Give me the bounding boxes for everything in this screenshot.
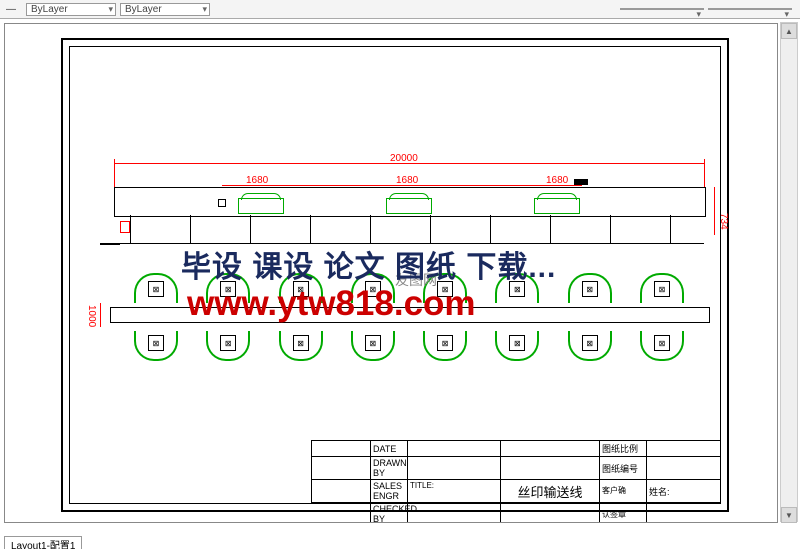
dim-pitch-line: [222, 185, 582, 186]
layer-combo[interactable]: ByLayer: [26, 3, 116, 16]
right-combo-1[interactable]: [620, 8, 704, 10]
leg: [310, 215, 311, 243]
scroll-up-arrow[interactable]: ▲: [781, 23, 797, 39]
vertical-scrollbar[interactable]: ▲ ▼: [780, 22, 798, 522]
dim-left-text: 1000: [86, 305, 97, 327]
style-combo[interactable]: ByLayer: [120, 3, 210, 16]
leg: [370, 215, 371, 243]
title-block: DATE 图纸比例 DRAWN BY 图纸编号: [311, 440, 720, 503]
floor-line-ext: [100, 243, 120, 246]
tb-date-label: DATE: [371, 441, 408, 456]
leg: [490, 215, 491, 243]
tb-name-label: 姓名:: [647, 480, 720, 502]
drawing-canvas[interactable]: 20000 1680 1680 1680 734 1000: [4, 23, 778, 523]
dim-overall-text: 20000: [390, 153, 418, 164]
tb-title-label: TITLE:: [408, 480, 501, 502]
leg: [670, 215, 671, 243]
tb-cust-label: 客户确: [600, 480, 647, 502]
leg: [130, 215, 131, 243]
watermark-text-2: www.ytw818.com: [187, 284, 476, 324]
tb-scale-val: [647, 441, 720, 456]
small-black-1: [574, 179, 588, 185]
tb-title-value: 丝印输送线: [501, 480, 600, 502]
tb-scale-label: 图纸比例: [600, 441, 647, 456]
leg: [430, 215, 431, 243]
dim-height-line: [714, 187, 715, 235]
leg: [550, 215, 551, 243]
tb-title-cell: [501, 441, 600, 456]
layout-tabs: Layout1-配置1: [4, 536, 81, 549]
watermark-text-1: 毕设 课设 论文 图纸 下载...: [181, 242, 556, 286]
worker-row-bottom: ⊠ ⊠ ⊠ ⊠ ⊠ ⊠ ⊠ ⊠: [138, 333, 678, 353]
tb-date-val: [408, 441, 501, 456]
layout-tab-1[interactable]: Layout1-配置1: [4, 536, 82, 549]
dim-left-line: [100, 303, 101, 327]
tb-cust2-label: 认签章: [600, 503, 647, 523]
tb-sales-label: SALES ENGR: [371, 480, 408, 502]
tb-checked-label: CHECKED BY: [371, 503, 408, 523]
dim-height-text: 734: [718, 213, 729, 230]
leg: [250, 215, 251, 243]
scroll-down-arrow[interactable]: ▼: [781, 507, 797, 523]
right-combo-2[interactable]: [708, 8, 792, 10]
leg: [190, 215, 191, 243]
cad-app-window: — ByLayer ByLayer 20000 1680 1680 1680: [0, 0, 800, 549]
tb-blank: [312, 441, 371, 456]
tb-dwgno-label: 图纸编号: [600, 457, 647, 479]
top-toolbar: — ByLayer ByLayer: [0, 0, 800, 19]
print-station-3: [534, 198, 580, 214]
print-station-2: [386, 198, 432, 214]
small-square-left: [218, 199, 226, 207]
leg: [610, 215, 611, 243]
print-station-1: [238, 198, 284, 214]
doc-label: —: [6, 4, 16, 15]
tb-drawn-label: DRAWN BY: [371, 457, 408, 479]
small-red-box: [120, 221, 130, 233]
